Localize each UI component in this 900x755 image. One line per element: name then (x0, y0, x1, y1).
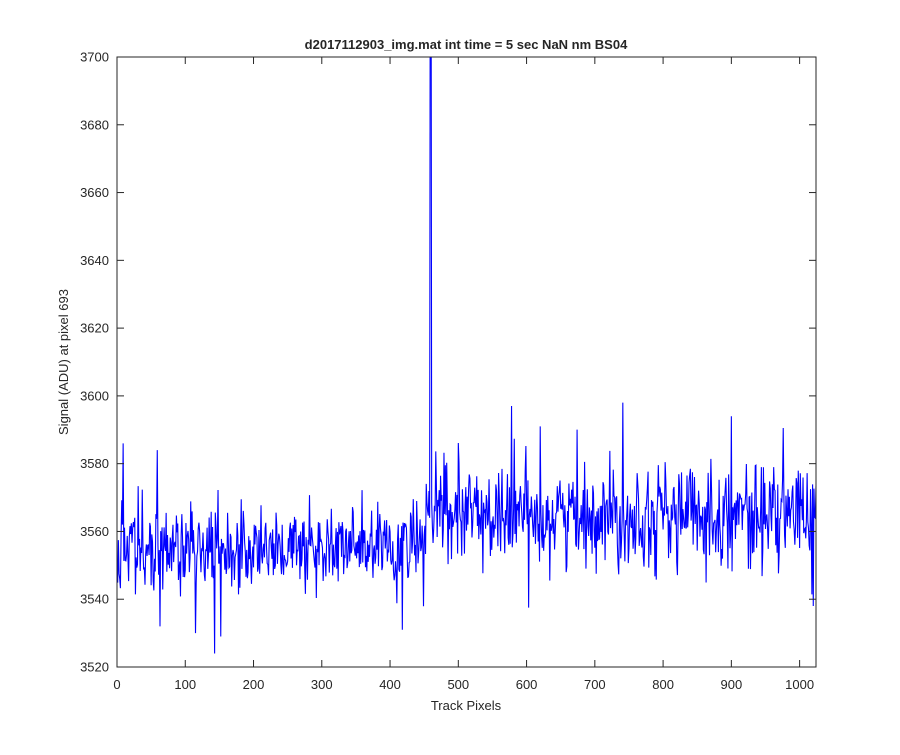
series-line-0 (117, 57, 816, 654)
x-tick-label: 800 (652, 677, 674, 692)
x-tick-label: 100 (174, 677, 196, 692)
x-tick-label: 300 (311, 677, 333, 692)
series-group (117, 57, 816, 654)
plot-area (117, 57, 816, 667)
y-tick-label: 3600 (80, 388, 109, 403)
y-tick-label: 3640 (80, 253, 109, 268)
x-tick-label: 700 (584, 677, 606, 692)
x-tick-label: 200 (243, 677, 265, 692)
y-tick-label: 3660 (80, 185, 109, 200)
y-tick-label: 3520 (80, 660, 109, 675)
x-tick-label: 600 (516, 677, 538, 692)
chart-title: d2017112903_img.mat int time = 5 sec NaN… (305, 37, 628, 52)
y-tick-label: 3560 (80, 524, 109, 539)
x-tick-label: 500 (447, 677, 469, 692)
y-axis-ticks: 3520 3540 3560 3580 3600 3620 3640 3660 3680 3700 (80, 50, 816, 675)
x-tick-label: 1000 (785, 677, 814, 692)
y-tick-label: 3580 (80, 456, 109, 471)
y-tick-label: 3680 (80, 117, 109, 132)
x-tick-label: 900 (721, 677, 743, 692)
x-tick-label: 0 (113, 677, 120, 692)
y-axis-label: Signal (ADU) at pixel 693 (56, 289, 71, 435)
x-axis-label: Track Pixels (431, 698, 502, 713)
plot-background (117, 57, 816, 667)
x-axis-ticks: 0 100 200 300 400 500 600 700 800 900 1000 (113, 57, 814, 692)
x-tick-label: 400 (379, 677, 401, 692)
y-tick-label: 3700 (80, 50, 109, 65)
axes-group (116, 56, 817, 668)
y-tick-label: 3540 (80, 592, 109, 607)
axes-box (116, 56, 817, 668)
y-tick-label: 3620 (80, 321, 109, 336)
